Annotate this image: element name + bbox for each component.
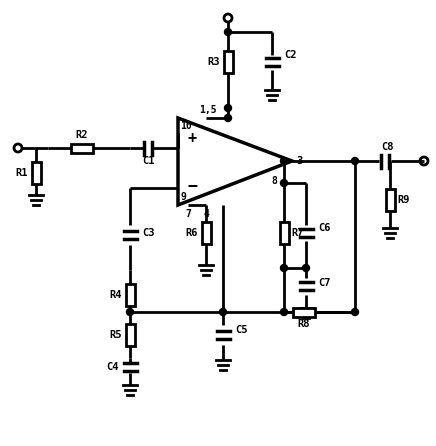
Text: +: + [187,131,197,145]
Bar [201,222,211,244]
Text: R1: R1 [16,168,28,178]
Text: C6: C6 [318,223,330,233]
Text: 8: 8 [271,176,277,186]
Circle shape [225,104,232,112]
Text: R3: R3 [208,57,220,67]
Circle shape [219,309,226,315]
Text: R2: R2 [76,130,88,140]
Text: C7: C7 [318,278,330,288]
Bar [224,51,232,73]
Text: 10: 10 [180,121,192,131]
Text: C2: C2 [284,50,296,60]
Text: 4: 4 [203,209,209,219]
Text: R4: R4 [110,290,122,300]
Text: R9: R9 [398,195,410,205]
Circle shape [225,29,232,36]
Text: R6: R6 [186,228,198,238]
Text: R8: R8 [298,319,310,329]
Circle shape [303,264,310,272]
Text: C1: C1 [142,156,154,166]
Circle shape [280,157,287,165]
Text: C4: C4 [106,362,118,372]
Bar [71,144,93,153]
Text: 7: 7 [185,209,191,219]
Text: R5: R5 [110,330,122,340]
Circle shape [351,309,358,315]
Bar [385,189,395,211]
Circle shape [351,157,358,165]
Circle shape [280,179,287,186]
Bar [126,284,134,306]
Circle shape [225,115,232,121]
Bar [31,162,41,184]
Text: −: − [187,176,197,194]
Bar [279,222,289,244]
Text: C5: C5 [235,325,247,335]
Text: 3: 3 [296,156,302,166]
Circle shape [280,309,287,315]
Text: 1,5: 1,5 [199,105,217,115]
Text: R7: R7 [292,228,304,238]
Circle shape [126,309,133,315]
Text: C8: C8 [381,142,393,152]
Text: 9: 9 [180,192,186,202]
Bar [293,307,315,317]
Text: C3: C3 [142,228,154,238]
Circle shape [280,264,287,272]
Bar [126,324,134,346]
